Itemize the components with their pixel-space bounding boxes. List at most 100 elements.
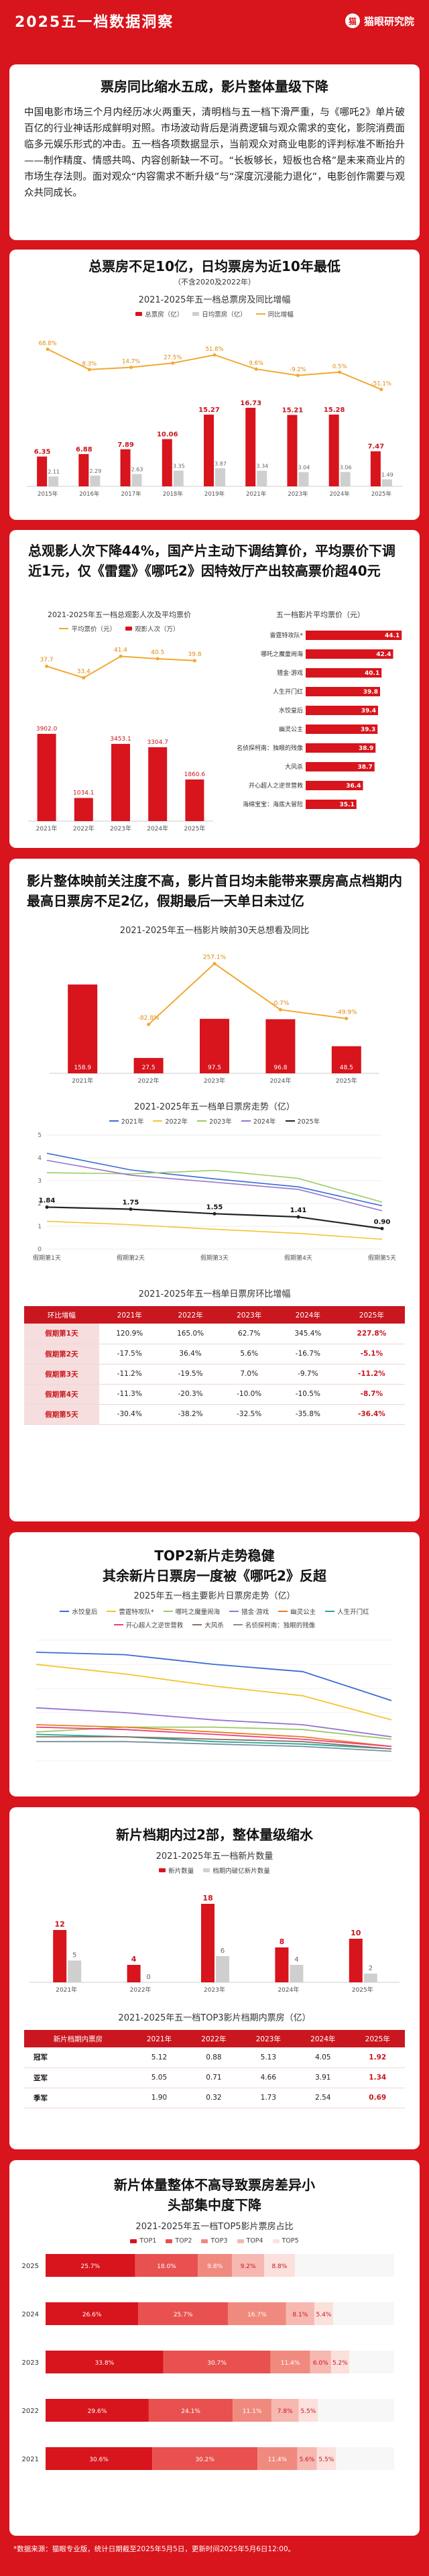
bar-new-films <box>127 1965 141 1982</box>
table-cell: -17.5% <box>99 1344 160 1364</box>
s5-table-wrap: 新片档期内票房 2021年 2022年 2023年 2024年 2025年 冠军 5.12 0… <box>9 2023 420 2108</box>
want-yoy-point <box>212 961 217 965</box>
yoy-point <box>129 366 133 370</box>
legend-label: 幽灵公主 <box>290 1609 316 1616</box>
data-label-want: 48.5 <box>340 1065 353 1071</box>
daily-trend-chart: 0 1 2 3 4 5 假期第1天 假期第2天 假期第3天 假期第4天 假期第5天 1.84 1.75 1… <box>33 1132 396 1262</box>
legend-top2: TOP2 <box>166 2237 192 2245</box>
row-header-cell: 假期第2天 <box>24 1344 99 1364</box>
box-office-card: 总票房不足10亿，日均票房为近10年最低 （不含2020及2022年） 2021… <box>9 250 420 520</box>
data-label-hit: 5 <box>72 1952 76 1960</box>
film-line <box>36 1652 392 1701</box>
yoy-label: 8.3% <box>82 361 97 368</box>
legend-swatch <box>163 1611 173 1612</box>
tick-label: 2016年 <box>79 490 100 498</box>
new-films-card: 新片档期内过2部，整体量级缩水 2021-2025年五一档新片数量 新片数量 档… <box>9 1807 420 2149</box>
table-row: 假期第3天 -11.2% -19.5% 7.0% -9.7% -11.2% <box>24 1364 405 1385</box>
price-point <box>156 657 160 661</box>
bar-segment-top3 <box>270 2351 310 2373</box>
tick-label: 2021年 <box>56 1986 77 1994</box>
tick-label: 2025年 <box>184 824 205 833</box>
s2-right-chart-title: 五一档影片平均票价（元） <box>276 610 365 619</box>
data-label-new: 12 <box>55 1920 65 1929</box>
tick-label: 2023年 <box>110 824 131 833</box>
segment-label: 8.1% <box>292 2312 308 2318</box>
table-header-cell: 新片档期内票房 <box>24 2030 132 2047</box>
want-yoy-label: -82.8% <box>138 1015 160 1022</box>
s5-chart-title: 2021-2025年五一档新片数量 <box>156 1851 273 1862</box>
table-cell: 2.54 <box>296 2088 351 2108</box>
segment-label: 30.2% <box>195 2457 214 2463</box>
bar-segment-top3 <box>233 2399 271 2422</box>
bar-segment-top2 <box>163 2351 271 2373</box>
table-cell: -8.7% <box>338 1384 405 1405</box>
yoy-point <box>296 374 300 378</box>
film-label: 开心超人之逆世营救 <box>249 782 303 790</box>
bar-new-films <box>53 1930 67 1982</box>
y-tick-label: 1 <box>38 1224 42 1230</box>
bar-segment-top3 <box>257 2447 298 2470</box>
table-header-cell: 2022年 <box>186 2030 241 2047</box>
admissions-chart: 3902.0 2021年 1034.1 2022年 3453.1 2023年 3304.7 2… <box>28 647 213 833</box>
s6-title: 新片体量整体不高导致票房差异小 头部集中度下降 <box>114 2177 315 2213</box>
film-label: 哪吒之魔童闹海 <box>261 650 303 658</box>
table-header-cell: 2022年 <box>160 1306 221 1324</box>
segment-label: 18.0% <box>157 2263 176 2270</box>
bar-segment-top4 <box>297 2447 317 2470</box>
maoyan-logo-icon: 猫 <box>345 13 360 28</box>
film-line <box>36 1736 392 1750</box>
table-cell: -11.3% <box>99 1384 160 1405</box>
bar-new-films <box>201 1904 214 1982</box>
row-header-cell: 季军 <box>24 2088 132 2108</box>
bar-segment-top3 <box>198 2254 233 2277</box>
tick-label: 2024年 <box>278 1986 299 1994</box>
trend-point-2025 <box>45 1205 49 1209</box>
tick-label: 2018年 <box>163 490 184 498</box>
y-tick-label: 2 <box>38 1201 42 1208</box>
data-label-hit: 0 <box>146 1974 150 1981</box>
data-label-daily: 2.63 <box>131 467 143 473</box>
legend-label: 雷霆特攻队* <box>119 1609 154 1616</box>
table-cell: 1.34 <box>350 2068 405 2088</box>
page-header: 2025五一档数据洞察 猫 猫眼研究院 <box>0 0 429 42</box>
trend-point-2025 <box>296 1215 300 1219</box>
data-label-total: 6.35 <box>34 449 51 456</box>
price-value: 36.4 <box>346 783 361 790</box>
segment-label: 5.5% <box>300 2408 316 2415</box>
trend-line <box>46 1159 383 1212</box>
new-films-chart: 12 5 2021年 4 0 2022年 18 6 2023年 8 4 2024年 10 2 2025年 <box>29 1894 400 1994</box>
bar-total-box-office <box>78 453 89 486</box>
table-cell: 5.12 <box>131 2047 187 2068</box>
table-row: 冠军 5.12 0.88 5.13 4.05 1.92 <box>24 2047 405 2068</box>
bar-admissions <box>37 733 56 821</box>
yoy-point <box>212 353 217 357</box>
data-label-daily: 3.06 <box>340 465 352 471</box>
yoy-point <box>379 388 383 392</box>
bar-segment-top2 <box>148 2399 233 2422</box>
trend-label-2025: 1.84 <box>39 1197 56 1204</box>
price-label: 33.4 <box>77 668 90 675</box>
table-cell: 1.92 <box>350 2047 405 2068</box>
data-label-new: 10 <box>351 1929 361 1937</box>
table-cell: -11.2% <box>99 1364 160 1385</box>
tick-label: 2022年 <box>138 1077 160 1085</box>
want-yoy-line <box>147 963 347 1025</box>
table-cell: -20.3% <box>160 1384 221 1405</box>
film-label: 海绵宝宝：海底大冒险 <box>243 800 303 808</box>
top3-table: 新片档期内票房 2021年 2022年 2023年 2024年 2025年 冠军 5.12 0… <box>24 2030 405 2108</box>
segment-label: 11.4% <box>268 2457 288 2463</box>
segment-label: 24.1% <box>181 2408 200 2415</box>
bar-daily-box-office <box>257 470 267 486</box>
film-daily-chart <box>36 1640 392 1762</box>
film-line <box>36 1726 392 1748</box>
table-cell: 345.4% <box>277 1324 339 1344</box>
table-cell: 0.69 <box>350 2088 405 2108</box>
data-label-daily: 2.11 <box>48 469 60 475</box>
table-row: 亚军 5.05 0.71 4.66 3.91 1.34 <box>24 2068 405 2088</box>
legend-price: 平均票价（元） <box>59 624 116 633</box>
segment-label: 5.5% <box>318 2457 334 2463</box>
table-cell: 1.90 <box>131 2088 187 2108</box>
legend-film-item: 哪吒之魔童闹海 <box>163 1607 220 1616</box>
bar-segment-top5 <box>330 2351 349 2373</box>
want-yoy-point <box>147 1022 151 1026</box>
